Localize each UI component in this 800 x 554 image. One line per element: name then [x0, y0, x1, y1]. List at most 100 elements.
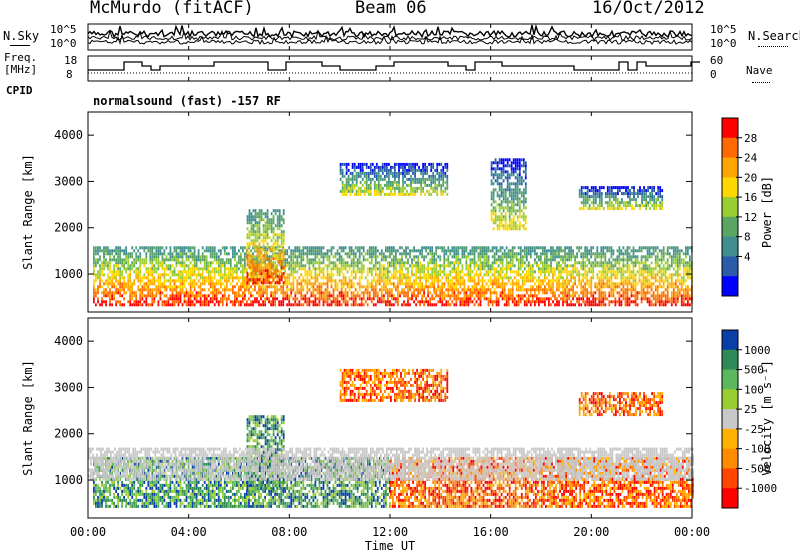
- echo-cell: [574, 303, 576, 307]
- echo-cell: [560, 285, 562, 289]
- echo-cell: [374, 288, 377, 292]
- echo-cell: [161, 282, 164, 286]
- echo-cell: [284, 258, 287, 262]
- echo-cell: [280, 224, 283, 228]
- echo-cell: [368, 261, 371, 265]
- echo-cell: [163, 267, 166, 271]
- echo-cell: [318, 282, 321, 286]
- echo-cell: [316, 276, 319, 280]
- echo-cell: [367, 174, 370, 178]
- echo-cell: [396, 183, 398, 187]
- echo-cell: [568, 264, 570, 268]
- echo-cell: [527, 300, 530, 304]
- echo-cell: [652, 291, 655, 295]
- echo-cell: [117, 288, 119, 292]
- echo-cell: [600, 300, 603, 304]
- echo-cell: [278, 233, 281, 237]
- echo-cell: [465, 273, 468, 277]
- echo-cell: [552, 270, 554, 274]
- echo-cell: [119, 255, 121, 259]
- echo-cell: [272, 242, 275, 246]
- echo-cell: [685, 291, 687, 295]
- echo-cell: [318, 303, 321, 307]
- echo-cell: [570, 294, 572, 298]
- echo-cell: [286, 252, 289, 256]
- echo-cell: [292, 282, 295, 286]
- echo-cell: [616, 267, 619, 271]
- echo-cell: [115, 276, 117, 280]
- echo-cell: [360, 273, 363, 277]
- echo-cell: [431, 270, 434, 274]
- echo-cell: [99, 285, 101, 289]
- echo-cell: [264, 251, 267, 255]
- echo-cell: [290, 273, 293, 277]
- echo-cell: [586, 258, 589, 262]
- echo-cell: [167, 300, 170, 304]
- echo-cell: [483, 246, 486, 250]
- echo-cell: [568, 294, 570, 298]
- echo-cell: [185, 255, 188, 259]
- echo-cell: [286, 261, 289, 265]
- echo-cell: [648, 285, 651, 289]
- echo-cell: [117, 291, 119, 295]
- echo-cell: [272, 261, 274, 265]
- echo-cell: [135, 294, 138, 298]
- echo-cell: [183, 282, 186, 286]
- echo-cell: [173, 297, 176, 301]
- echo-cell: [616, 270, 619, 274]
- echo-cell: [205, 279, 208, 283]
- echo-cell: [604, 270, 607, 274]
- echo-cell: [402, 192, 404, 196]
- echo-cell: [467, 270, 470, 274]
- echo-cell: [197, 249, 200, 253]
- echo-cell: [457, 294, 460, 298]
- echo-cell: [355, 192, 358, 196]
- echo-cell: [608, 270, 611, 274]
- echo-cell: [505, 267, 508, 271]
- echo-cell: [276, 239, 279, 243]
- echo-cell: [169, 294, 172, 298]
- echo-cell: [660, 285, 663, 289]
- echo-cell: [189, 282, 192, 286]
- echo-cell: [358, 261, 361, 265]
- echo-cell: [242, 294, 244, 298]
- echo-cell: [612, 258, 615, 262]
- echo-cell: [491, 303, 494, 307]
- echo-cell: [473, 291, 476, 295]
- echo-cell: [471, 300, 474, 304]
- echo-cell: [652, 297, 655, 301]
- echo-cell: [109, 267, 111, 271]
- echo-cell: [646, 270, 649, 274]
- echo-cell: [370, 261, 373, 265]
- echo-cell: [529, 252, 532, 256]
- echo-cell: [167, 258, 170, 262]
- echo-cell: [404, 162, 406, 166]
- echo-cell: [380, 294, 383, 298]
- echo-cell: [531, 297, 534, 301]
- echo-cell: [668, 285, 671, 289]
- echo-cell: [296, 264, 299, 268]
- echo-cell: [387, 273, 389, 277]
- echo-cell: [544, 255, 546, 259]
- echo-cell: [455, 270, 458, 274]
- echo-cell: [171, 300, 174, 304]
- echo-cell: [408, 168, 410, 172]
- echo-cell: [432, 189, 435, 193]
- echo-cell: [342, 246, 345, 250]
- echo-cell: [276, 254, 279, 258]
- echo-cell: [266, 272, 269, 276]
- echo-cell: [296, 258, 299, 262]
- echo-cell: [173, 294, 176, 298]
- echo-cell: [175, 264, 178, 268]
- echo-cell: [689, 288, 691, 292]
- echo-cell: [511, 246, 514, 250]
- echo-cell: [487, 303, 490, 307]
- echo-cell: [236, 261, 238, 265]
- echo-cell: [590, 270, 593, 274]
- echo-cell: [685, 252, 687, 256]
- echo-cell: [445, 288, 448, 292]
- echo-cell: [385, 267, 387, 271]
- echo-cell: [373, 180, 376, 184]
- echo-cell: [280, 291, 283, 295]
- echo-cell: [638, 249, 641, 253]
